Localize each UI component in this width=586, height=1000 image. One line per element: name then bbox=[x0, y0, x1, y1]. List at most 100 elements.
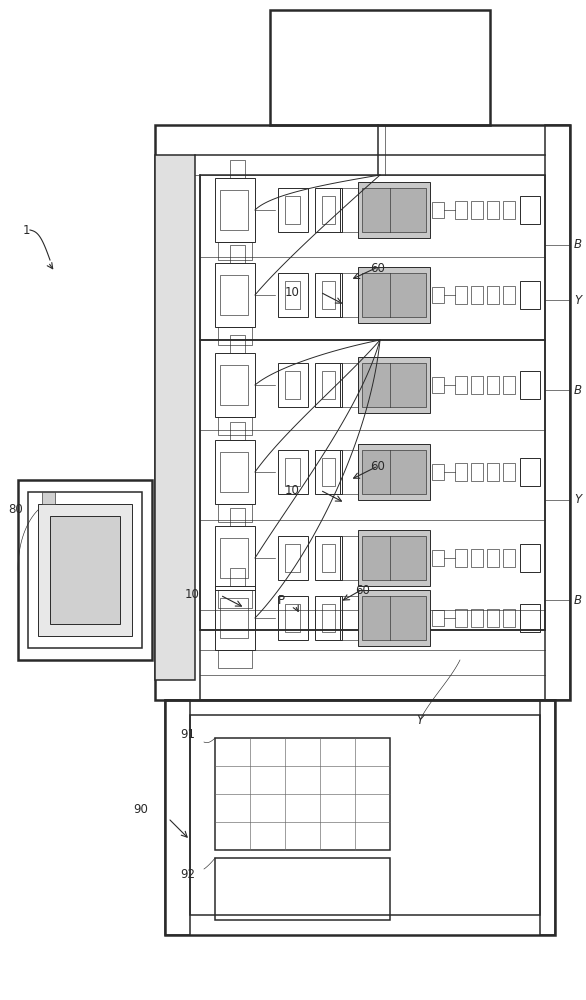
Bar bbox=[503, 286, 515, 304]
Text: 10: 10 bbox=[285, 286, 300, 298]
Bar bbox=[322, 458, 335, 486]
Bar bbox=[432, 377, 444, 393]
Bar bbox=[545, 125, 570, 700]
Bar bbox=[190, 715, 540, 915]
Bar bbox=[487, 376, 499, 394]
Bar bbox=[471, 201, 483, 219]
Bar bbox=[315, 363, 342, 407]
Bar bbox=[503, 549, 515, 567]
Bar bbox=[487, 463, 499, 481]
Bar bbox=[155, 125, 570, 700]
Bar bbox=[455, 549, 467, 567]
Text: 90: 90 bbox=[133, 803, 148, 816]
Bar bbox=[471, 609, 483, 627]
Bar bbox=[50, 516, 120, 624]
Bar bbox=[358, 590, 430, 646]
Bar bbox=[215, 440, 255, 504]
Bar bbox=[322, 371, 335, 399]
Bar bbox=[215, 353, 255, 417]
Bar bbox=[218, 417, 252, 435]
Text: 92: 92 bbox=[180, 868, 195, 882]
Text: B: B bbox=[574, 383, 582, 396]
Bar bbox=[487, 609, 499, 627]
Bar bbox=[520, 604, 540, 632]
Bar bbox=[220, 452, 248, 492]
Text: 1: 1 bbox=[22, 224, 30, 236]
Bar bbox=[285, 371, 300, 399]
Bar bbox=[471, 549, 483, 567]
Text: P: P bbox=[278, 593, 285, 606]
Bar bbox=[285, 458, 300, 486]
Bar bbox=[218, 242, 252, 260]
Bar bbox=[322, 281, 335, 309]
Bar bbox=[432, 202, 444, 218]
Bar bbox=[215, 263, 255, 327]
Bar bbox=[42, 492, 55, 504]
Bar bbox=[220, 598, 248, 638]
Bar bbox=[315, 596, 342, 640]
Bar bbox=[18, 480, 152, 660]
Bar bbox=[503, 201, 515, 219]
Bar bbox=[315, 273, 342, 317]
Bar bbox=[270, 10, 490, 125]
Bar bbox=[285, 281, 300, 309]
Bar bbox=[471, 376, 483, 394]
Bar bbox=[220, 365, 248, 405]
Bar bbox=[471, 463, 483, 481]
Bar bbox=[278, 536, 308, 580]
Bar bbox=[503, 609, 515, 627]
Bar bbox=[230, 160, 245, 178]
Bar bbox=[455, 463, 467, 481]
Bar bbox=[218, 504, 252, 522]
Bar bbox=[215, 858, 390, 920]
Text: 10: 10 bbox=[285, 484, 300, 496]
Bar bbox=[455, 201, 467, 219]
Bar bbox=[362, 363, 426, 407]
Bar bbox=[220, 190, 248, 230]
Bar bbox=[432, 287, 444, 303]
Bar bbox=[520, 544, 540, 572]
Text: Y: Y bbox=[417, 713, 424, 726]
Bar bbox=[503, 376, 515, 394]
Bar bbox=[215, 178, 255, 242]
Text: B: B bbox=[574, 593, 582, 606]
Bar bbox=[432, 610, 444, 626]
Bar bbox=[455, 609, 467, 627]
Bar bbox=[218, 590, 252, 608]
Bar bbox=[278, 188, 308, 232]
Bar bbox=[362, 188, 426, 232]
Bar bbox=[285, 196, 300, 224]
Bar bbox=[362, 596, 426, 640]
Bar bbox=[487, 549, 499, 567]
Bar bbox=[358, 267, 430, 323]
Bar bbox=[540, 700, 555, 935]
Text: 91: 91 bbox=[180, 728, 195, 741]
Bar bbox=[362, 273, 426, 317]
Bar bbox=[315, 450, 342, 494]
Bar bbox=[165, 700, 190, 935]
Bar bbox=[218, 650, 252, 668]
Bar bbox=[520, 371, 540, 399]
Bar bbox=[322, 604, 335, 632]
Bar bbox=[358, 357, 430, 413]
Bar bbox=[520, 196, 540, 224]
Bar bbox=[520, 458, 540, 486]
Bar bbox=[285, 604, 300, 632]
Bar bbox=[230, 422, 245, 440]
Text: 60: 60 bbox=[370, 460, 385, 474]
Text: B: B bbox=[574, 238, 582, 251]
Bar bbox=[322, 544, 335, 572]
Text: 60: 60 bbox=[370, 261, 385, 274]
Text: Y: Y bbox=[574, 493, 581, 506]
Bar bbox=[520, 281, 540, 309]
Bar bbox=[230, 245, 245, 263]
Bar bbox=[358, 530, 430, 586]
Bar bbox=[215, 526, 255, 590]
Bar bbox=[487, 286, 499, 304]
Bar bbox=[362, 536, 426, 580]
Bar bbox=[220, 538, 248, 578]
Text: 10: 10 bbox=[185, 588, 200, 601]
Bar bbox=[38, 504, 132, 636]
Bar bbox=[471, 286, 483, 304]
Text: 60: 60 bbox=[355, 584, 370, 596]
